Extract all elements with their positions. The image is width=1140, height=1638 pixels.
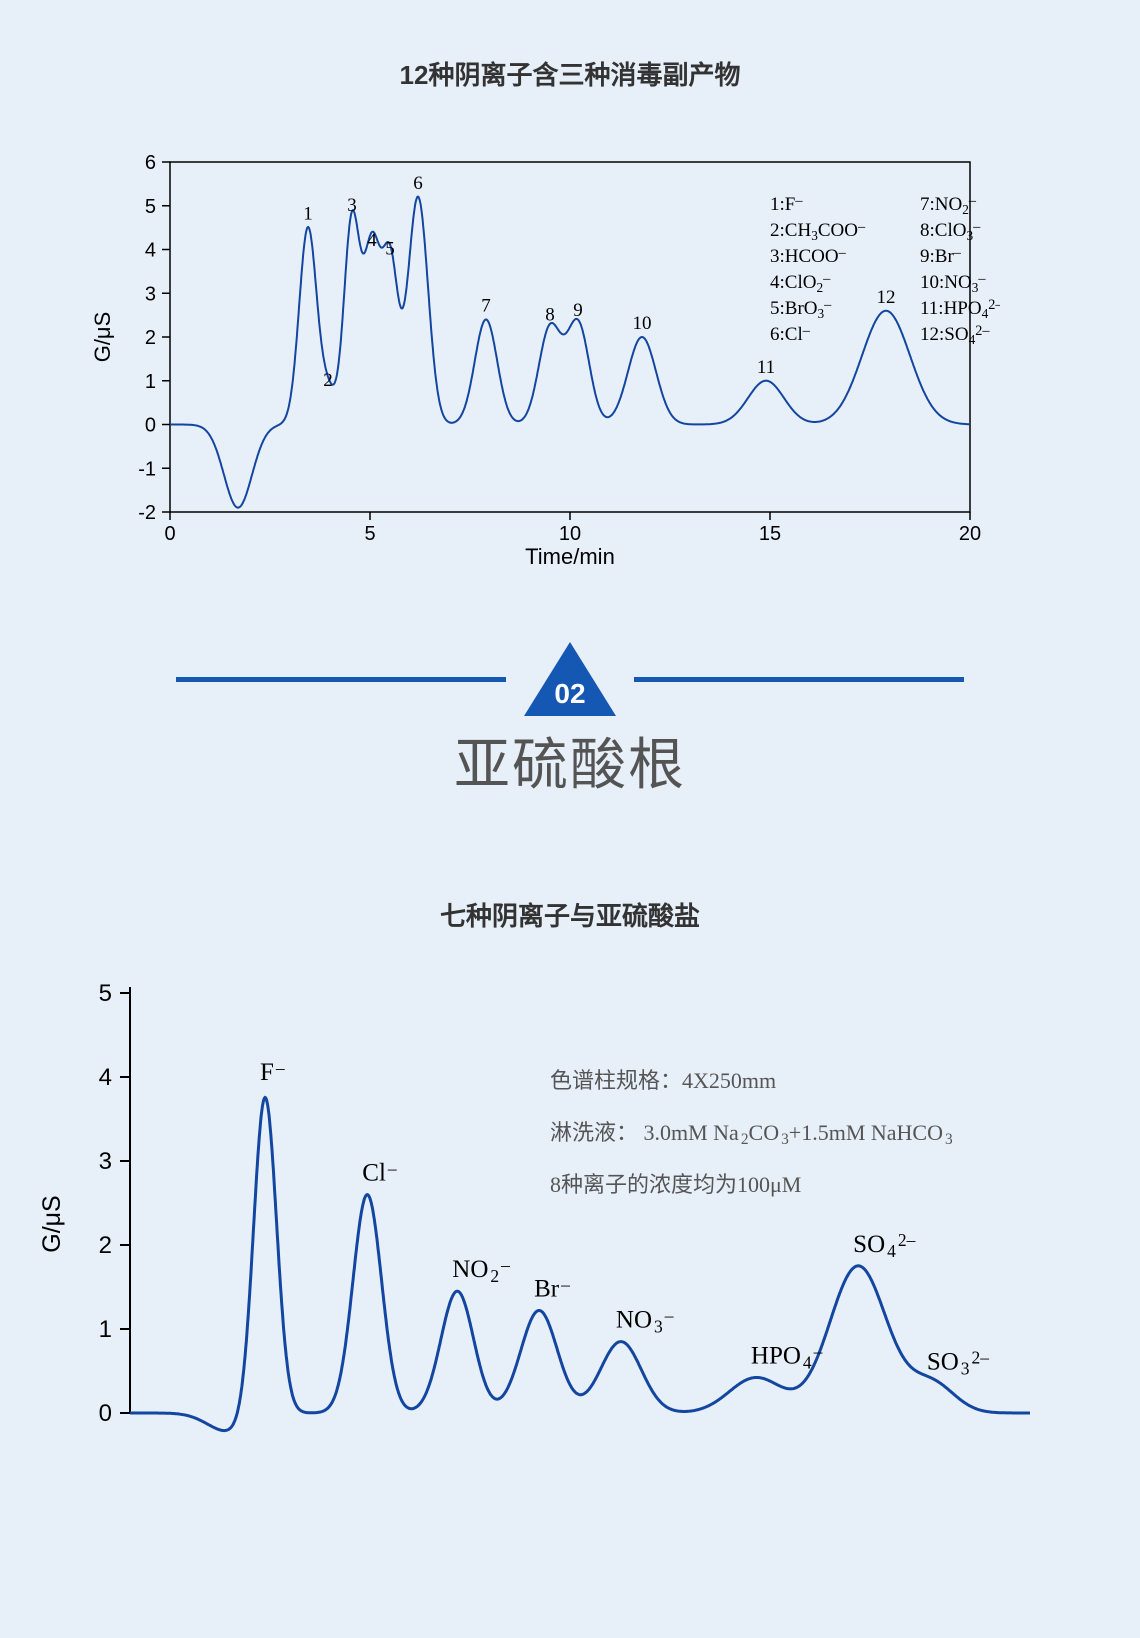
svg-text:6: 6: [145, 152, 156, 174]
svg-text:4: 4: [99, 1064, 112, 1091]
legend-item: 12:SO42‒: [920, 323, 990, 347]
chart1: -2-1012345605101520Time/minG/μS123456789…: [0, 122, 1140, 572]
chromatogram-2: [130, 1098, 1030, 1431]
peak-label: 11: [757, 357, 775, 378]
svg-text:G/μS: G/μS: [38, 1195, 66, 1252]
svg-text:2: 2: [99, 1232, 112, 1259]
svg-text:2: 2: [145, 327, 156, 349]
svg-text:3: 3: [145, 283, 156, 305]
svg-text:-1: -1: [138, 458, 156, 480]
svg-text:-2: -2: [138, 502, 156, 524]
peak-label: NO3‒: [616, 1305, 674, 1337]
peak-label: SO42‒: [853, 1230, 915, 1262]
chart2: 012345G/μSF‒Cl‒NO2‒Br‒NO3‒HPO4‒SO42‒SO32…: [0, 963, 1140, 1433]
peak-label: Cl‒: [362, 1158, 397, 1186]
section-title: 亚硫酸根: [0, 720, 1140, 801]
legend-item: 10:NO3‒: [920, 271, 986, 295]
legend-item: 2:CH3COO‒: [770, 219, 866, 243]
peak-label: SO32‒: [927, 1347, 989, 1379]
legend-item: 7:NO2‒: [920, 193, 977, 217]
svg-text:15: 15: [759, 523, 781, 545]
svg-text:5: 5: [99, 980, 112, 1007]
peak-label: 9: [573, 300, 583, 321]
peak-label: 6: [413, 173, 423, 194]
peak-label: 2: [323, 370, 333, 391]
peak-label: 5: [385, 239, 395, 260]
legend-item: 6:Cl‒: [770, 323, 811, 345]
chromatogram-1: [170, 197, 970, 508]
section-separator: 02 亚硫酸根: [0, 642, 1140, 801]
svg-text:4: 4: [145, 240, 156, 262]
chart1-title: 12种阴离子含三种消毒副产物: [0, 0, 1140, 122]
sep-line-left: [176, 677, 506, 682]
chart2-svg: 012345G/μSF‒Cl‒NO2‒Br‒NO3‒HPO4‒SO42‒SO32…: [0, 963, 1060, 1433]
svg-text:0: 0: [164, 523, 175, 545]
triangle-icon: 02: [524, 642, 616, 716]
peak-label: 12: [877, 287, 896, 308]
svg-text:0: 0: [145, 415, 156, 437]
svg-text:20: 20: [959, 523, 981, 545]
legend-item: 8:ClO3‒: [920, 219, 981, 243]
legend-item: 4:ClO2‒: [770, 271, 831, 295]
chart1-svg: -2-1012345605101520Time/minG/μS123456789…: [0, 122, 1000, 572]
peak-label: 1: [303, 204, 313, 225]
peak-label: 7: [481, 296, 491, 317]
svg-text:0: 0: [99, 1400, 112, 1427]
svg-text:1: 1: [99, 1316, 112, 1343]
svg-text:1: 1: [145, 371, 156, 393]
svg-text:G/μS: G/μS: [90, 312, 115, 363]
legend-item: 9:Br‒: [920, 245, 962, 267]
legend-item: 5:BrO3‒: [770, 297, 832, 321]
peak-label: Br‒: [534, 1274, 570, 1302]
legend-item: 1:F‒: [770, 193, 803, 215]
section-number: 02: [546, 678, 594, 710]
svg-text:3: 3: [99, 1148, 112, 1175]
svg-text:5: 5: [145, 196, 156, 218]
info-line: 8种离子的浓度均为100μM: [550, 1172, 801, 1197]
chart2-title: 七种阴离子与亚硫酸盐: [0, 801, 1140, 963]
peak-label: F‒: [260, 1058, 285, 1086]
peak-label: 4: [367, 230, 377, 251]
svg-text:10: 10: [559, 523, 581, 545]
svg-text:5: 5: [364, 523, 375, 545]
peak-label: 3: [347, 195, 357, 216]
peak-label: 10: [633, 313, 652, 334]
info-line: 淋洗液： 3.0mM Na2CO3+1.5mM NaHCO3: [550, 1120, 953, 1148]
legend-item: 11:HPO42‒: [920, 297, 1000, 321]
info-line: 色谱柱规格：4X250mm: [550, 1068, 776, 1093]
sep-line-right: [634, 677, 964, 682]
legend-item: 3:HCOO‒: [770, 245, 847, 267]
peak-label: NO2‒: [452, 1255, 510, 1287]
svg-text:Time/min: Time/min: [525, 544, 615, 569]
peak-label: 8: [545, 304, 555, 325]
